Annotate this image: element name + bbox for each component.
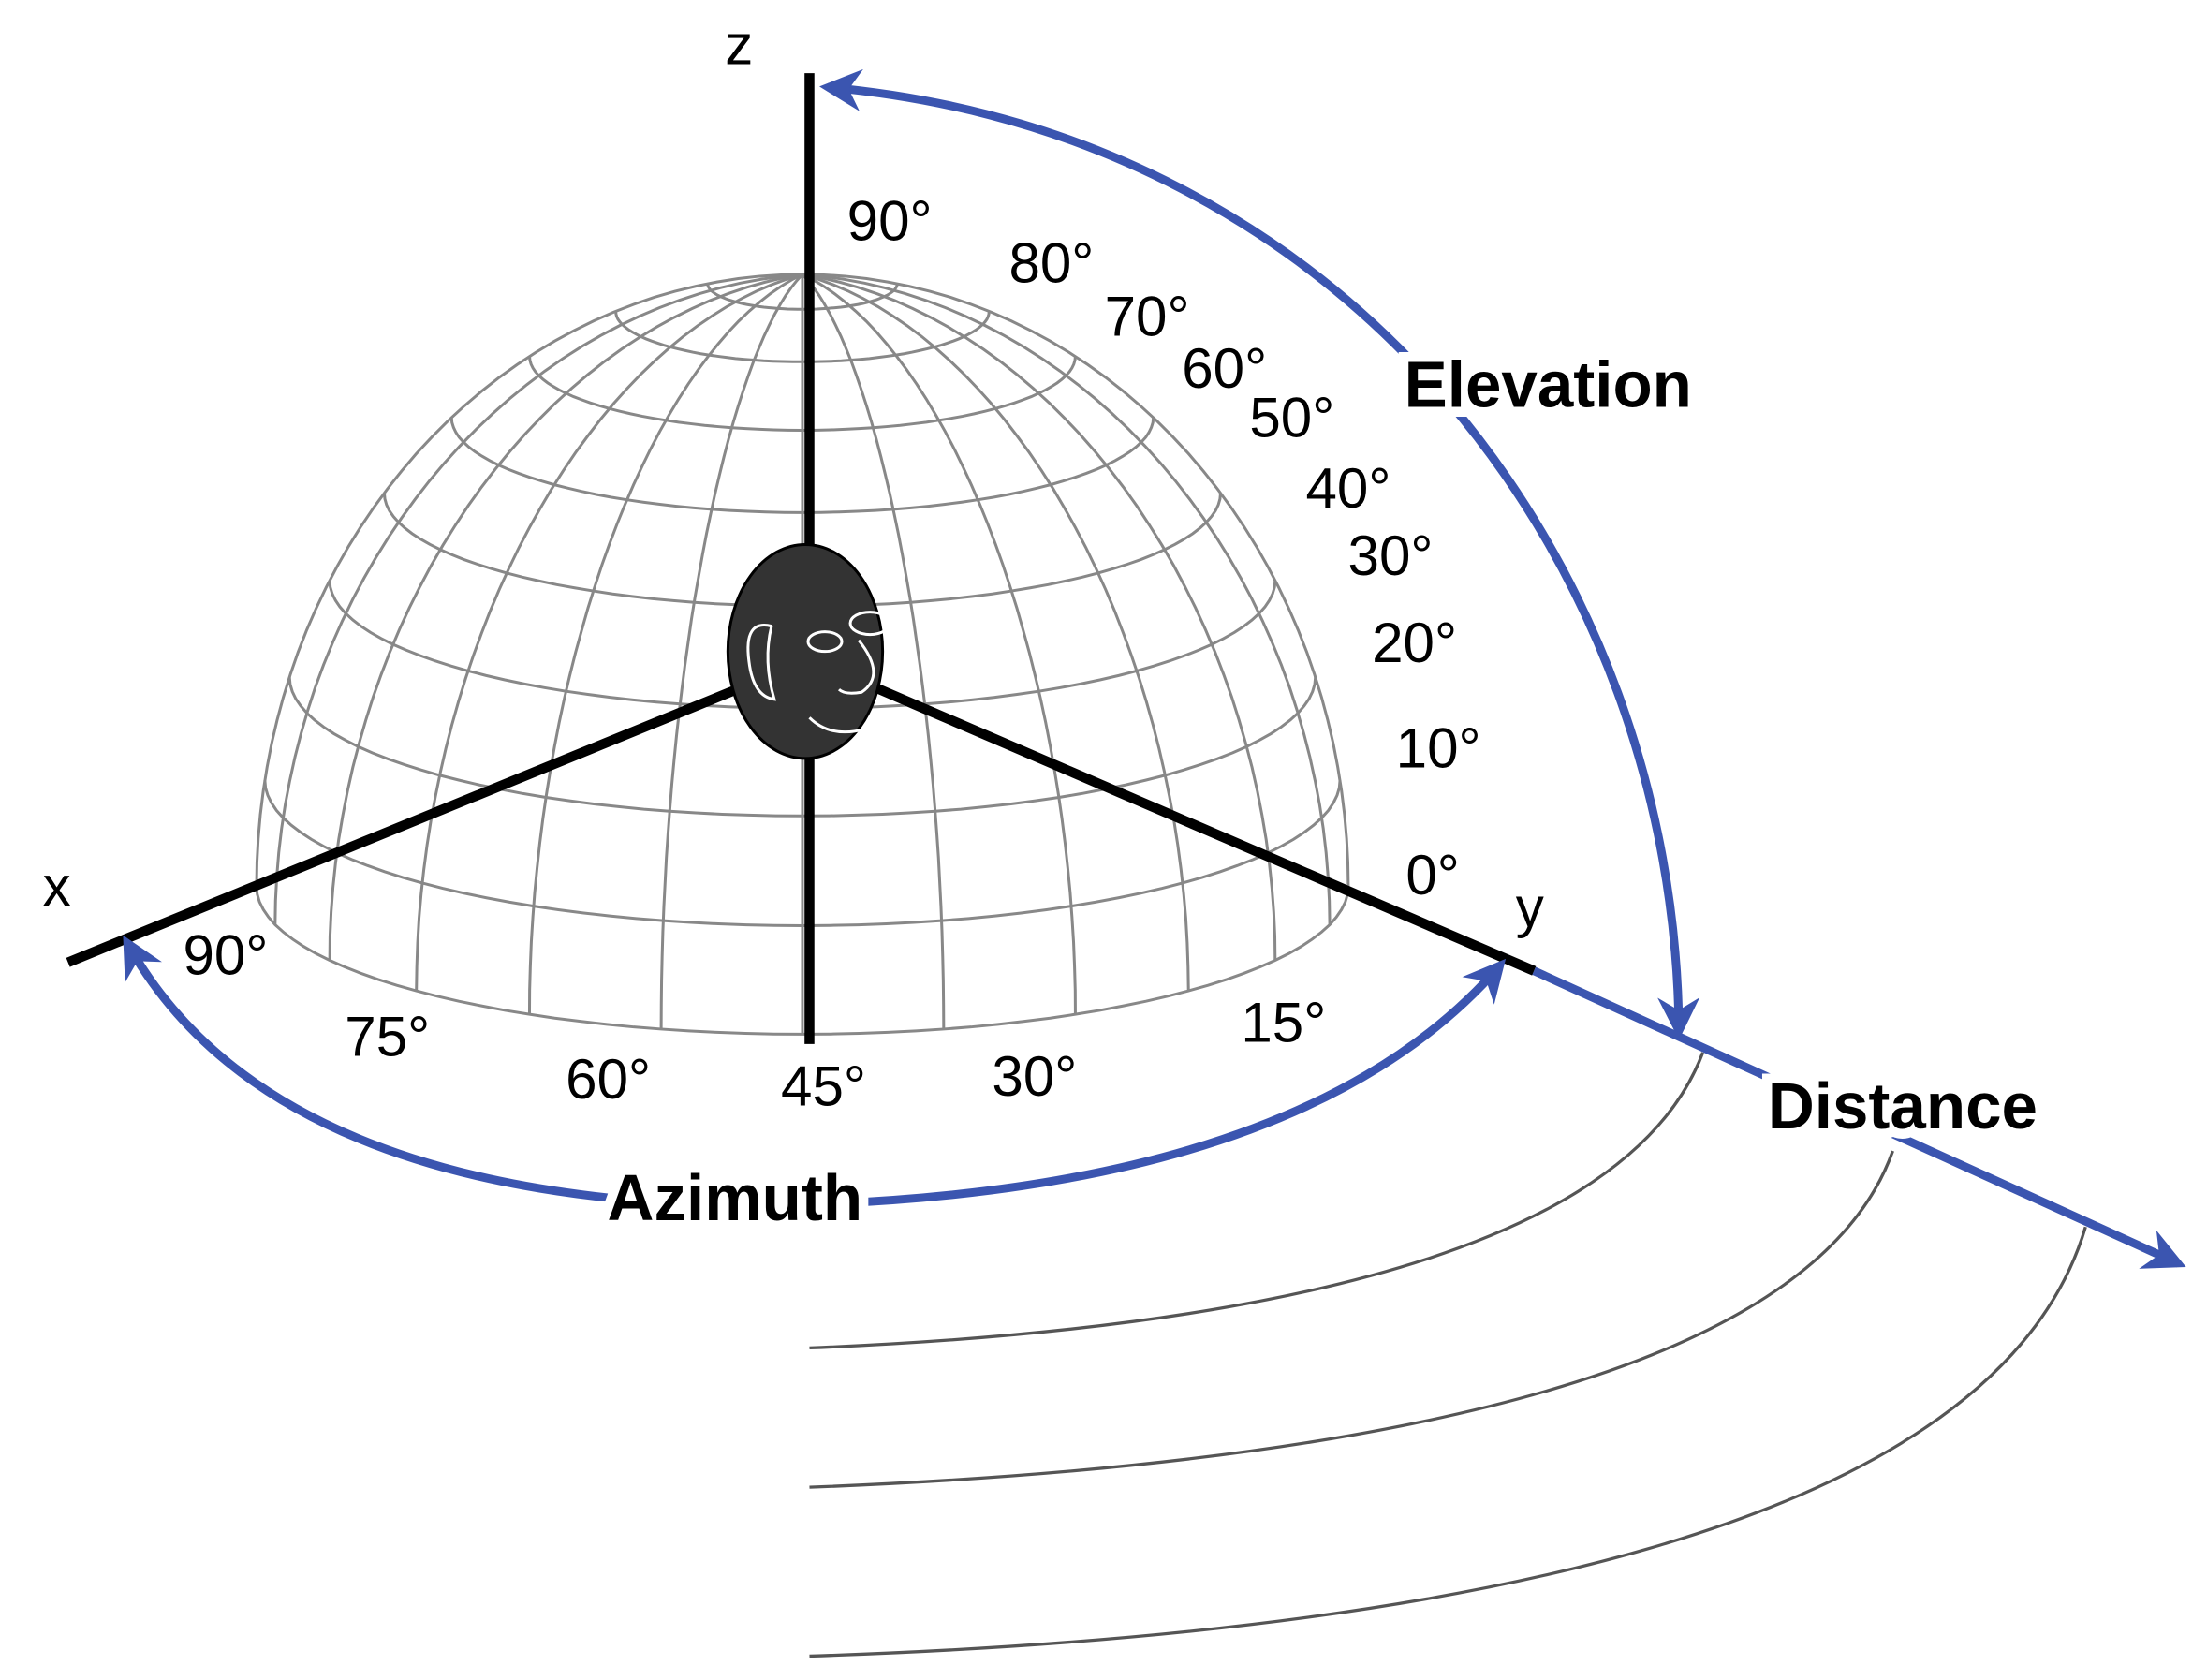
elevation-tick: 60° (1182, 337, 1267, 400)
y-label: y (1516, 877, 1544, 939)
meridian-line (659, 273, 804, 1029)
elevation-tick: 30° (1348, 524, 1434, 587)
tick-labels: 90°80°70°60°50°40°30°20°10°0°90°75°60° 45… (183, 189, 1480, 1117)
distance-ring (809, 1150, 1894, 1489)
x-label: x (43, 855, 71, 918)
head (726, 542, 891, 760)
meridian-line (527, 273, 803, 1015)
azimuth-tick: 60° (566, 1048, 651, 1111)
distance-ring (809, 1226, 2087, 1658)
distance-label: Distance (1768, 1069, 2038, 1142)
meridian-line (415, 273, 803, 992)
azimuth-tick: 30° (992, 1045, 1077, 1108)
azimuth-tick: 15° (1241, 992, 1326, 1054)
elevation-tick: 0° (1405, 844, 1459, 906)
elevation-tick: 70° (1105, 285, 1190, 347)
elevation-tick: 10° (1396, 717, 1481, 780)
azimuth-tick: 45° (781, 1054, 866, 1117)
elevation-tick: 90° (847, 189, 933, 252)
elevation-tick: 50° (1249, 387, 1334, 449)
azimuth-arc (123, 935, 1507, 1211)
elevation-arc (819, 68, 1700, 1040)
azimuth-tick: 75° (345, 1006, 430, 1068)
meridian-line (273, 273, 803, 925)
azimuth-tick: 90° (183, 924, 268, 987)
meridian-line (328, 273, 803, 961)
elevation-tick: 20° (1372, 612, 1457, 674)
elevation-label: Elevation (1405, 347, 1692, 420)
z-label: z (725, 13, 753, 76)
distance-ring (809, 1052, 1705, 1350)
azimuth-label: Azimuth (608, 1161, 863, 1234)
meridian-line (255, 273, 802, 887)
elevation-tick: 40° (1305, 457, 1390, 520)
x-axis (66, 663, 790, 967)
elevation-tick: 80° (1008, 231, 1094, 294)
distance-arrow (1532, 966, 2186, 1269)
